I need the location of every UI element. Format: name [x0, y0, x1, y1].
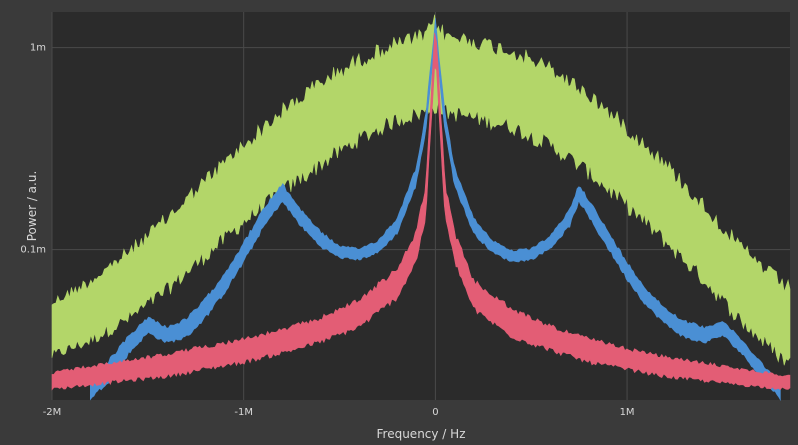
y-tick-label: 0.1m — [20, 245, 46, 256]
y-tick-label: 1m — [30, 43, 46, 54]
x-axis-label: Frequency / Hz — [377, 427, 466, 441]
x-tick-label: 1M — [620, 407, 635, 418]
x-tick-label: 0 — [432, 407, 438, 418]
x-tick-label: -1M — [234, 407, 253, 418]
y-axis-label: Power / a.u. — [25, 171, 39, 242]
x-tick-label: -2M — [43, 407, 62, 418]
